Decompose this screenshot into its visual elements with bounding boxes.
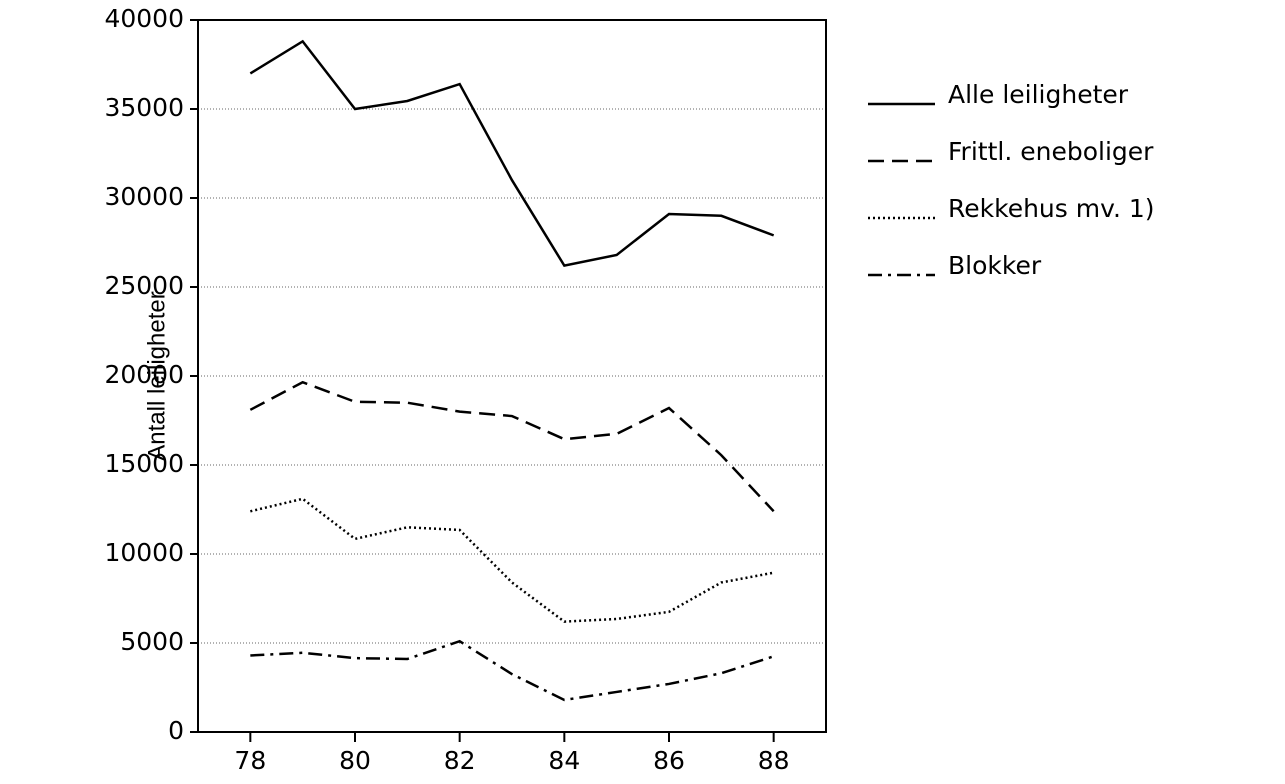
- x-tick-label: 84: [548, 746, 580, 775]
- legend-label: Alle leiligheter: [948, 80, 1129, 109]
- plot-frame: [197, 19, 827, 733]
- x-tick-label: 82: [444, 746, 476, 775]
- x-tick-label: 78: [234, 746, 266, 775]
- x-tick-label: 80: [339, 746, 371, 775]
- y-tick-label: 30000: [104, 182, 184, 211]
- series-line: [250, 639, 775, 702]
- series-line: [250, 497, 774, 623]
- legend-label: Blokker: [948, 251, 1042, 280]
- y-tick-label: 5000: [120, 627, 184, 656]
- legend-label: Frittl. eneboliger: [948, 137, 1154, 166]
- y-tick-label: 10000: [104, 538, 184, 567]
- y-tick-label: 0: [168, 716, 184, 745]
- legend-label: Rekkehus mv. 1): [948, 194, 1155, 223]
- y-axis-label: Antall leiligheter: [143, 291, 170, 460]
- series-line: [249, 380, 775, 513]
- y-tick-label: 15000: [104, 449, 184, 478]
- y-tick-label: 40000: [104, 4, 184, 33]
- y-tick-label: 20000: [104, 360, 184, 389]
- y-tick-label: 35000: [104, 93, 184, 122]
- series-line: [249, 39, 775, 268]
- x-tick-label: 88: [758, 746, 790, 775]
- x-tick-label: 86: [653, 746, 685, 775]
- y-tick-label: 25000: [104, 271, 184, 300]
